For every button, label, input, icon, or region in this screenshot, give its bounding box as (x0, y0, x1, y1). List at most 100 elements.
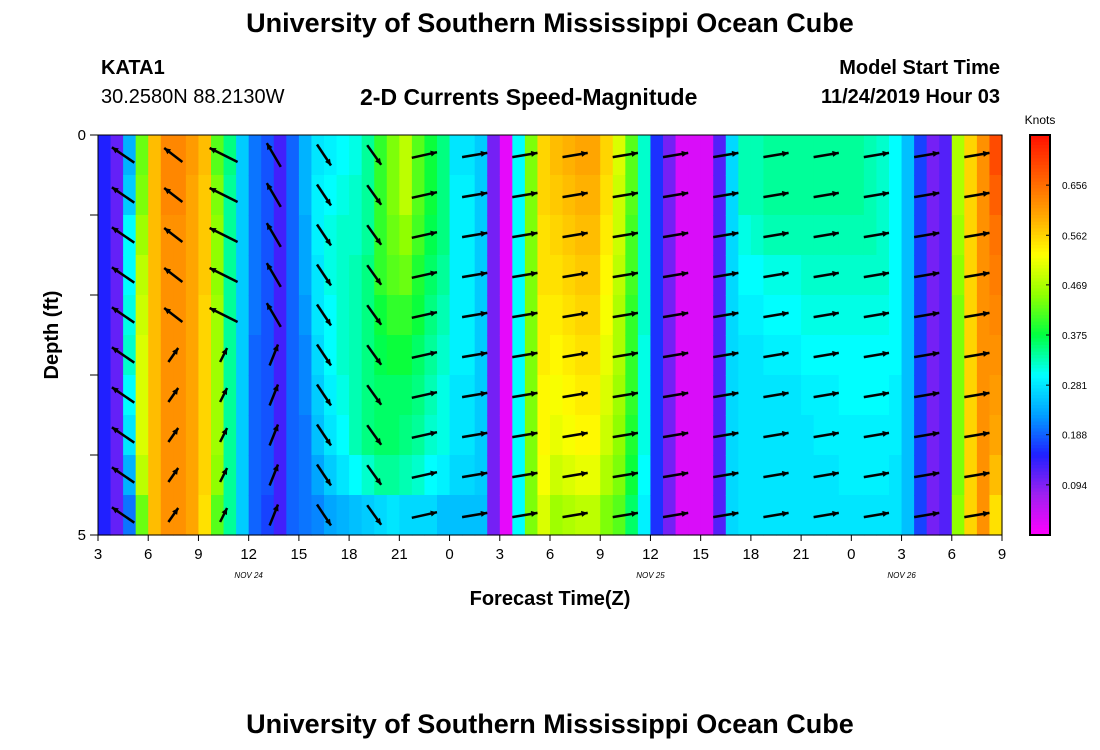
current-vector (964, 350, 990, 359)
vector-head (581, 190, 588, 197)
heatmap-cell (437, 415, 451, 456)
heatmap-cell (160, 255, 174, 296)
vector-head (430, 350, 437, 357)
heatmap-cell (135, 375, 149, 416)
vector-head (982, 350, 990, 357)
colorbar-segment (1030, 341, 1050, 346)
heatmap-cell (449, 215, 463, 256)
heatmap-cell (98, 455, 112, 496)
vector-head (731, 350, 739, 357)
heatmap-cell (437, 135, 451, 176)
vector-head (932, 350, 940, 357)
vector-head (832, 390, 839, 397)
heatmap-cell (386, 135, 400, 176)
heatmap-cell (550, 415, 564, 456)
vector-head (375, 477, 382, 485)
colorbar-segment (1030, 148, 1050, 153)
current-vector (863, 470, 890, 479)
current-vector (763, 230, 789, 239)
heatmap-cell (851, 375, 865, 416)
vector-head (209, 268, 217, 274)
heatmap-cell (135, 215, 149, 256)
colorbar-segment (1030, 455, 1050, 459)
heatmap-cell (575, 295, 589, 336)
heatmap-cell (424, 175, 438, 216)
colorbar-segment (1030, 441, 1050, 446)
heatmap-cell (989, 255, 1003, 296)
heatmap-cell (349, 215, 363, 256)
heatmap-cell (788, 255, 802, 296)
colorbar-segment (1030, 401, 1050, 406)
heatmap-cell (449, 415, 463, 456)
heatmap-cell (399, 295, 413, 336)
heatmap-cell (788, 335, 802, 376)
colorbar-segment (1030, 355, 1050, 359)
vector-head (209, 228, 217, 234)
current-vector (913, 270, 940, 279)
current-vector (813, 390, 840, 399)
colorbar-segment (1030, 245, 1050, 249)
vector-head (272, 504, 279, 512)
heatmap-cell (524, 175, 539, 216)
heatmap-cell (449, 295, 463, 336)
heatmap-cell (374, 255, 388, 296)
heatmap-cell (776, 495, 790, 536)
vector-head (221, 348, 228, 355)
heatmap-cell (236, 375, 250, 416)
heatmap-cell (524, 455, 539, 496)
current-vector (712, 150, 739, 159)
heatmap-cell (185, 415, 200, 456)
heatmap-cell (637, 335, 652, 376)
colorbar-segment (1030, 445, 1050, 449)
current-vector (612, 470, 639, 479)
colorbar-segment (1030, 271, 1050, 276)
vector-head (221, 468, 228, 475)
current-vector (662, 310, 689, 319)
heatmap-cell (725, 175, 739, 216)
heatmap-cell (198, 135, 212, 176)
heatmap-cell (185, 295, 200, 336)
heatmap-cell (248, 295, 262, 336)
heatmap-cell (650, 295, 664, 336)
heatmap-cell (399, 215, 413, 256)
vector-head (209, 148, 217, 154)
heatmap-cell (801, 495, 815, 536)
heatmap-cell (788, 495, 802, 536)
heatmap-cell (110, 415, 124, 456)
colorbar-segment (1030, 325, 1050, 329)
vector-head (932, 270, 940, 277)
heatmap-cell (901, 495, 915, 536)
current-vector (163, 267, 184, 283)
colorbar-segment (1030, 291, 1050, 296)
heatmap-cell (198, 335, 212, 376)
vector-head (172, 468, 179, 475)
vector-head (781, 230, 789, 237)
heatmap-cell (889, 135, 903, 176)
colorbar-segment (1030, 191, 1050, 196)
vector-head (832, 270, 839, 277)
heatmap-cell (537, 295, 551, 336)
heatmap-cell (637, 175, 652, 216)
heatmap-cell (876, 415, 890, 456)
colorbar-segment (1030, 481, 1050, 486)
heatmap-cell (976, 375, 991, 416)
x-tick-label: 3 (496, 546, 504, 563)
vector-head (221, 508, 228, 515)
current-vector (964, 510, 990, 519)
heatmap-cell (223, 135, 237, 176)
heatmap-cell (876, 375, 890, 416)
heatmap-cell (801, 135, 815, 176)
vector-head (111, 507, 119, 514)
heatmap-cell (487, 255, 501, 296)
heatmap-cell (750, 415, 765, 456)
heatmap-cell (324, 295, 338, 336)
current-vector (461, 150, 488, 159)
heatmap-cell (776, 255, 790, 296)
heatmap-cell (286, 375, 300, 416)
vector-head (882, 470, 889, 477)
heatmap-cell (135, 415, 149, 456)
vector-head (266, 223, 273, 231)
heatmap-cell (951, 255, 965, 296)
heatmap-cell (625, 255, 639, 296)
